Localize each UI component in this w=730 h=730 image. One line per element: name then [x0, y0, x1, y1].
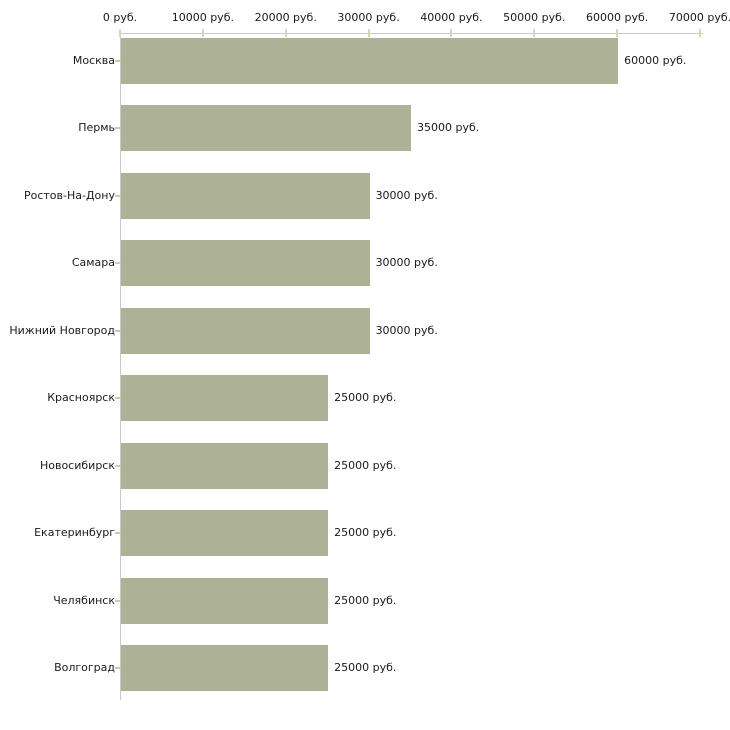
y-axis-tick: [115, 262, 121, 265]
value-label: 25000 руб.: [334, 391, 397, 405]
bar: [121, 510, 329, 557]
y-axis-tick: [115, 127, 121, 130]
x-axis-tick-label: 60000 руб.: [586, 11, 649, 24]
y-axis-tick: [115, 599, 121, 602]
x-axis-tick: [367, 29, 370, 37]
category-label: Волгоград: [54, 661, 115, 675]
category-label: Новосибирск: [39, 458, 115, 472]
bar: [121, 307, 370, 354]
y-axis-tick: [115, 60, 121, 62]
y-axis-tick: [115, 667, 121, 670]
x-axis-tick-label: 20000 руб.: [254, 11, 317, 24]
bar: [121, 375, 329, 422]
category-label: Челябинск: [53, 593, 115, 607]
bar: [121, 442, 329, 489]
x-axis-tick-label: 30000 руб.: [337, 11, 400, 24]
x-axis-tick-label: 40000 руб.: [420, 11, 483, 24]
x-axis-tick-label: 50000 руб.: [503, 11, 566, 24]
x-axis-tick: [284, 29, 287, 37]
value-label: 30000 руб.: [375, 188, 438, 202]
x-axis-tick: [616, 29, 619, 37]
y-axis-tick: [115, 397, 121, 400]
x-axis-tick: [699, 29, 701, 37]
value-label: 30000 руб.: [375, 256, 438, 270]
category-label: Пермь: [78, 121, 115, 135]
value-label: 30000 руб.: [375, 323, 438, 337]
value-label: 25000 руб.: [334, 526, 397, 540]
x-axis-tick-label: 0 руб.: [102, 11, 138, 24]
bar: [121, 105, 411, 152]
value-label: 25000 руб.: [334, 661, 397, 675]
category-label: Москва: [72, 54, 115, 67]
x-axis-tick: [119, 29, 121, 37]
bar: [121, 172, 370, 219]
category-label: Красноярск: [47, 391, 115, 405]
value-label: 25000 руб.: [334, 593, 397, 607]
x-axis-tick: [201, 29, 204, 37]
y-axis-tick: [115, 329, 121, 332]
x-axis-line: [120, 33, 703, 34]
category-label: Нижний Новгород: [9, 323, 115, 337]
bar: [121, 577, 329, 624]
value-label: 35000 руб.: [417, 121, 480, 135]
x-axis-tick-label: 70000 руб.: [668, 11, 730, 24]
y-axis-line: [120, 33, 121, 700]
y-axis-tick: [115, 194, 121, 197]
value-label: 60000 руб.: [624, 54, 687, 67]
category-label: Екатеринбург: [34, 526, 115, 540]
y-axis-tick: [115, 464, 121, 467]
x-axis-tick-label: 10000 руб.: [171, 11, 234, 24]
y-axis-tick: [115, 532, 121, 535]
x-axis-tick: [533, 29, 536, 37]
x-axis-tick: [450, 29, 453, 37]
bar: [121, 240, 370, 287]
category-label: Самара: [71, 256, 115, 270]
bar: [121, 38, 619, 84]
value-label: 25000 руб.: [334, 458, 397, 472]
category-label: Ростов-На-Дону: [23, 188, 115, 202]
bar: [121, 645, 329, 692]
